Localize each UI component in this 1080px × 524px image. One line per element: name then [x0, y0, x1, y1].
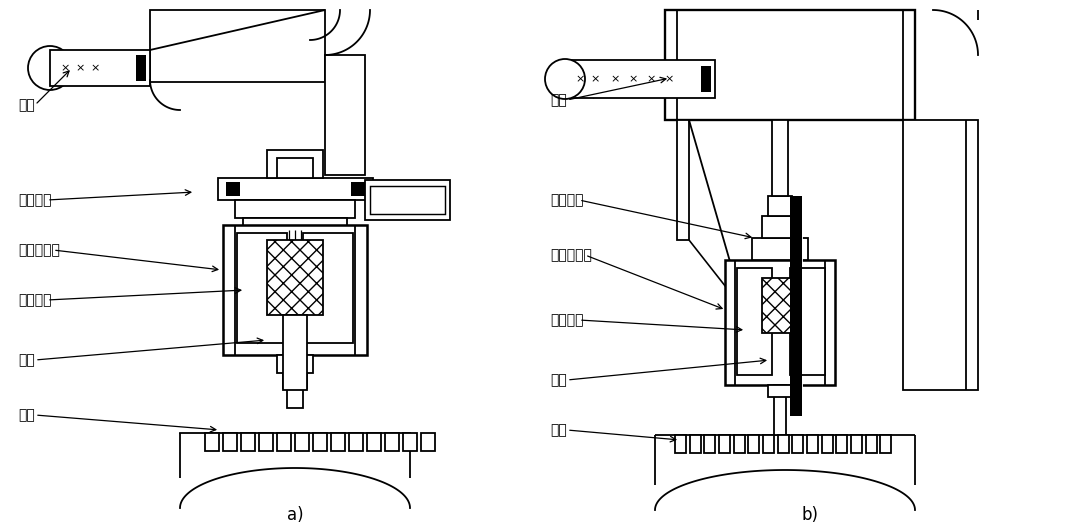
Text: 磁极: 磁极	[550, 373, 567, 387]
Bar	[762, 278, 798, 333]
Bar	[295, 433, 309, 451]
Bar	[748, 435, 759, 453]
Bar	[150, 10, 325, 82]
Text: 永久磁铁: 永久磁铁	[550, 193, 583, 207]
Bar	[768, 385, 792, 397]
Bar	[903, 120, 978, 390]
Text: 导线: 导线	[550, 93, 567, 107]
Bar	[259, 433, 273, 451]
Bar	[235, 200, 355, 218]
Text: ×: ×	[664, 74, 674, 84]
Bar	[774, 385, 786, 435]
Bar	[330, 433, 345, 451]
Bar	[370, 186, 445, 214]
Bar	[218, 178, 373, 200]
Bar	[822, 435, 833, 453]
Bar	[704, 435, 715, 453]
Bar	[778, 435, 788, 453]
Bar	[313, 433, 327, 451]
Bar	[762, 435, 774, 453]
Bar	[351, 182, 365, 196]
Bar	[880, 435, 891, 453]
Text: 传感器外壳: 传感器外壳	[18, 243, 59, 257]
Text: ×: ×	[576, 74, 584, 84]
Text: 传感器外壳: 传感器外壳	[550, 248, 592, 262]
Bar	[725, 260, 835, 385]
Text: ×: ×	[76, 63, 84, 73]
Text: 齿圈: 齿圈	[18, 408, 35, 422]
Bar	[677, 120, 689, 240]
Text: 导线: 导线	[18, 98, 35, 112]
Bar	[303, 233, 353, 343]
Bar	[136, 55, 146, 81]
Bar	[772, 120, 788, 196]
Text: 磁极: 磁极	[18, 353, 35, 367]
Bar	[243, 218, 347, 234]
Bar	[287, 388, 303, 408]
Bar	[267, 150, 323, 178]
Circle shape	[28, 46, 72, 90]
Bar	[226, 182, 240, 196]
Bar	[50, 50, 150, 86]
Bar	[836, 435, 848, 453]
Bar	[701, 66, 711, 92]
Bar	[237, 233, 287, 343]
Bar	[205, 433, 219, 451]
Bar	[762, 216, 798, 238]
Bar	[733, 435, 745, 453]
Bar	[789, 196, 802, 416]
Bar	[367, 433, 381, 451]
Bar	[793, 435, 804, 453]
Circle shape	[545, 59, 585, 99]
Bar	[276, 433, 291, 451]
Text: a): a)	[286, 506, 303, 524]
Bar	[866, 435, 877, 453]
Bar	[403, 433, 417, 451]
Text: ×: ×	[629, 74, 637, 84]
Text: 电磁线圈: 电磁线圈	[550, 313, 583, 327]
Text: ×: ×	[646, 74, 656, 84]
Bar	[283, 315, 307, 390]
Bar	[365, 180, 450, 220]
Bar	[565, 60, 715, 98]
Bar	[675, 435, 686, 453]
Bar	[283, 373, 307, 388]
Text: 永久磁铁: 永久磁铁	[18, 193, 52, 207]
Bar	[690, 435, 701, 453]
Text: 电磁线圈: 电磁线圈	[18, 293, 52, 307]
Bar	[665, 10, 915, 120]
Bar	[421, 433, 435, 451]
Text: 齿圈: 齿圈	[550, 423, 567, 437]
Bar	[241, 433, 255, 451]
Bar	[325, 55, 365, 175]
Bar	[267, 240, 323, 315]
Bar	[276, 158, 313, 178]
Text: b): b)	[801, 506, 819, 524]
Bar	[349, 433, 363, 451]
Bar	[851, 435, 862, 453]
Bar	[768, 196, 792, 216]
Text: ×: ×	[610, 74, 620, 84]
Bar	[384, 433, 399, 451]
Text: ×: ×	[60, 63, 70, 73]
Text: ×: ×	[91, 63, 99, 73]
Bar	[719, 435, 730, 453]
Bar	[276, 355, 313, 373]
Bar	[222, 225, 367, 355]
Bar	[222, 433, 237, 451]
Bar	[737, 268, 772, 375]
Text: ×: ×	[591, 74, 599, 84]
Bar	[789, 268, 825, 375]
Bar	[752, 238, 808, 260]
Bar	[807, 435, 818, 453]
